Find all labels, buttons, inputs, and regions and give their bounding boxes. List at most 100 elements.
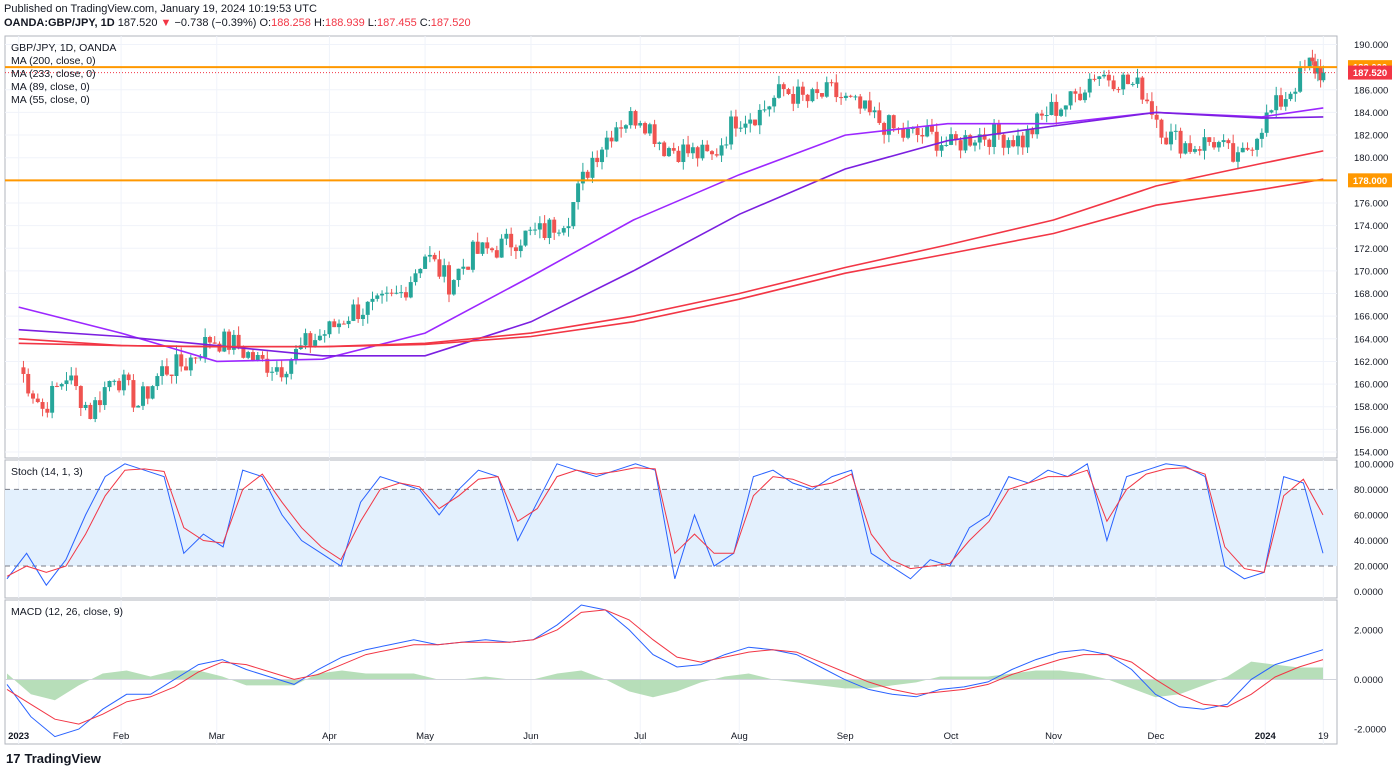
last-price-label: 187.520 [1353,68,1387,79]
price-tick-label: 184.000 [1354,108,1388,119]
legend-ma89[interactable]: MA (89, close, 0) [11,81,90,93]
candle-body [547,219,552,238]
candle-body [107,381,112,388]
candle-body [1245,147,1250,150]
legend-ma233[interactable]: MA (233, close, 0) [11,68,96,80]
candle-body [470,241,475,270]
pane-frame-1 [4,35,1338,459]
price-change: −0.738 (−0.39%) [174,17,257,29]
candle-body [528,229,533,231]
time-tick-label: Jul [634,731,646,742]
macd-histogram [7,661,1323,701]
price-tick-label: 180.000 [1354,153,1388,164]
candle-body [743,123,748,128]
candle-body [394,292,399,294]
candle-body [1140,77,1145,100]
candle-body [604,137,609,150]
ma-line-89 [18,111,1324,357]
candle-body [241,348,246,358]
candle-body [920,135,925,137]
ma-line-55 [18,107,1324,363]
candle-body [848,95,853,97]
change-arrow-icon: ▼ [160,17,172,29]
candle-body [676,150,681,163]
candle-body [1315,67,1320,74]
candle-body [662,142,667,157]
candle-body [1250,149,1255,151]
legend-ma55[interactable]: MA (55, close, 0) [11,94,90,106]
price-tick-label: 182.000 [1354,131,1388,142]
candle-body [810,89,815,102]
candle-body [260,354,265,359]
legend-ma200[interactable]: MA (200, close, 0) [11,55,96,67]
candle-body [1221,140,1226,143]
close-value: 187.520 [430,17,471,29]
candle-body [972,142,977,146]
candle-body [54,385,59,387]
candle-body [709,151,714,155]
pane-frame-3 [4,599,1338,745]
candle-body [1039,113,1044,116]
legend-macd[interactable]: MACD (12, 26, close, 9) [11,606,124,618]
candle-body [1178,130,1183,154]
candle-body [619,127,624,129]
candle-body [533,229,538,231]
candle-body [819,93,824,97]
candle-body [714,154,719,156]
candle-body [93,400,98,419]
candle-body [117,380,122,391]
macd-tick-label: 2.0000 [1354,625,1383,636]
candle-body [140,386,145,406]
candle-body [1310,57,1315,62]
signal-line [6,609,1324,725]
candle-body [1207,137,1212,143]
candle-body [1293,91,1298,94]
candle-body [447,265,451,295]
candle-body [523,230,528,246]
candle-body [365,301,370,315]
tradingview-brand[interactable]: 17 TradingView [6,751,101,766]
candle-body [1288,93,1293,100]
candle-body [657,142,662,144]
candle-body [872,110,877,113]
candle-body [494,250,499,258]
candle-body [1183,143,1188,154]
candle-body [1135,77,1140,84]
candle-body [652,124,657,144]
level-label: 178.000 [1353,176,1387,187]
candle-body [69,375,74,381]
candle-body [681,144,686,163]
candle-body [188,357,193,371]
time-tick-label: Jun [523,731,538,742]
candle-body [1231,143,1236,162]
candle-body [384,292,389,294]
candle-body [131,380,136,408]
candle-body [953,134,958,141]
candle-body [83,404,88,408]
candle-body [614,127,619,142]
candle-body [1025,129,1030,148]
symbol-line: OANDA:GBP/JPY, 1D 187.520 ▼ −0.738 (−0.3… [4,17,471,29]
candle-body [1116,89,1121,91]
candle-body [815,89,820,94]
candle-body [877,110,882,123]
candle-body [1097,76,1102,80]
candle-body [284,373,289,378]
macd-line [6,604,1324,738]
candle-body [1044,115,1049,117]
price-tick-label: 158.000 [1354,402,1388,413]
candle-body [552,219,557,233]
price-tick-label: 170.000 [1354,266,1388,277]
candle-body [413,273,418,283]
candle-body [934,131,939,151]
candle-body [1226,140,1231,144]
candle-body [356,304,361,319]
candle-body [939,145,944,151]
candle-body [475,241,480,254]
tradingview-logo-icon: 17 [6,751,21,766]
candle-body [1049,101,1054,116]
legend-stoch[interactable]: Stoch (14, 1, 3) [11,466,83,478]
candle-body [1274,95,1279,111]
candle-body [293,349,298,361]
